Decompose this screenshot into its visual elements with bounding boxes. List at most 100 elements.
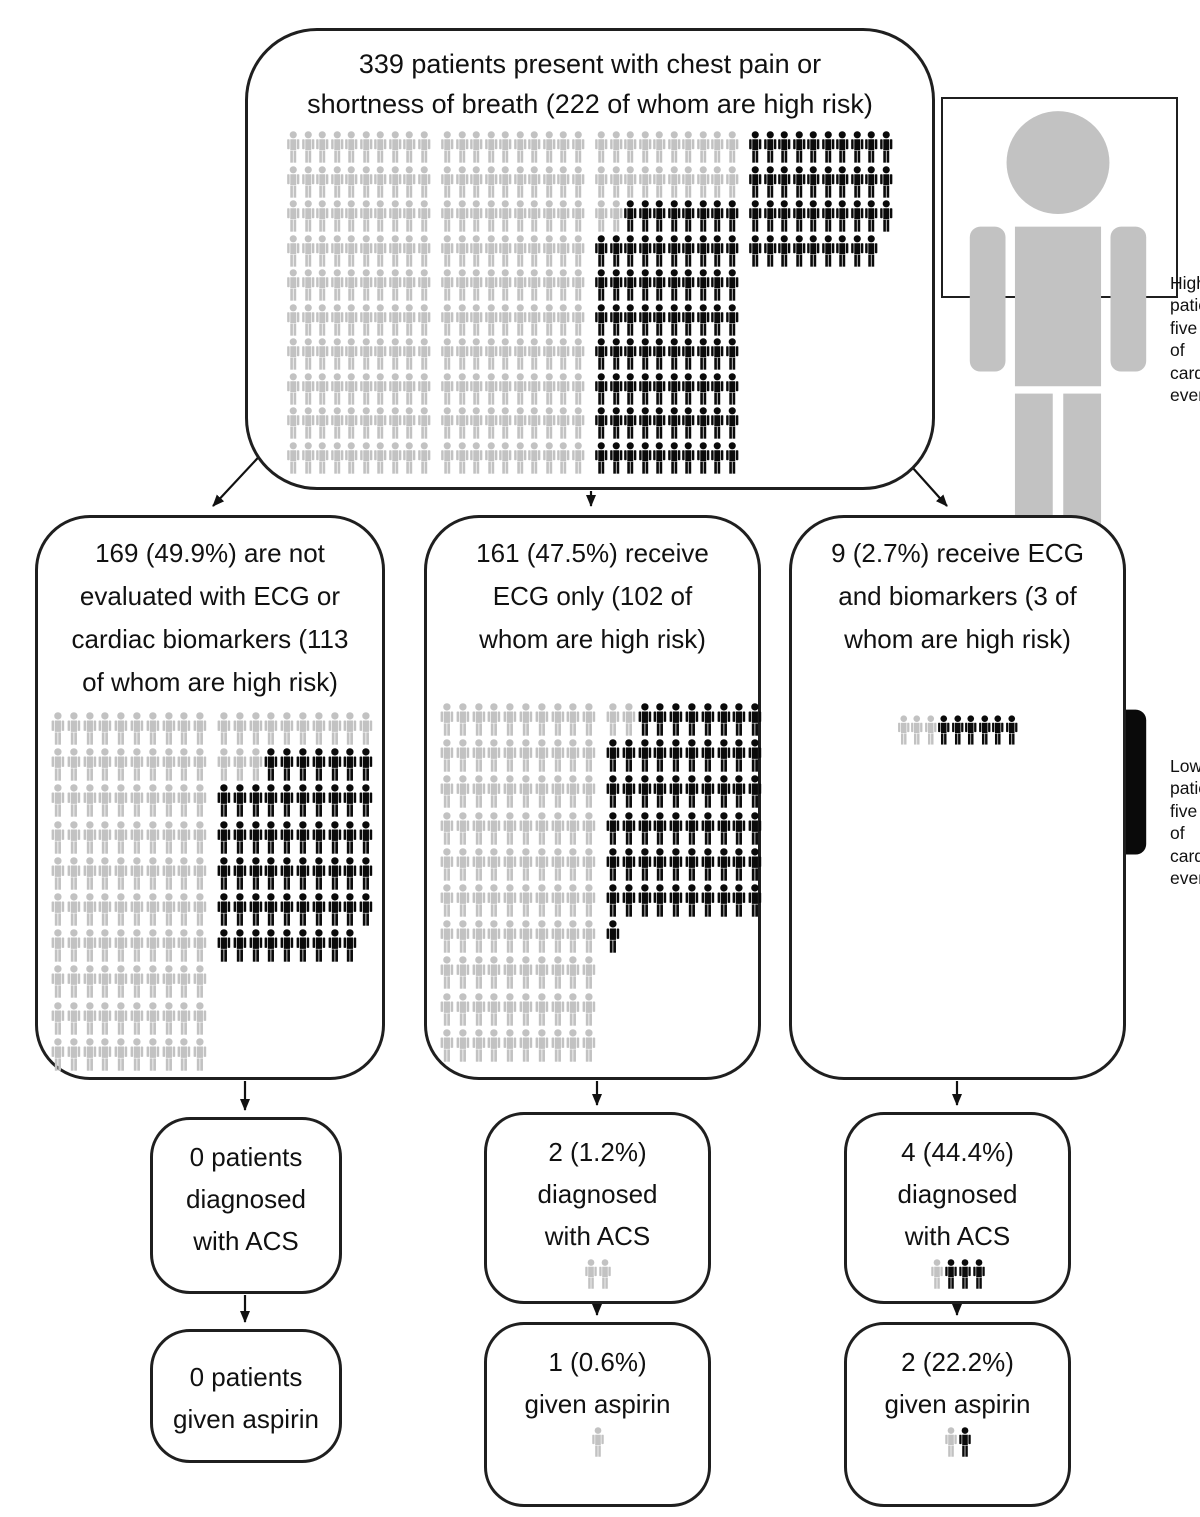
low-risk-person-icon	[623, 338, 638, 370]
high-risk-person-icon	[534, 703, 550, 736]
high-risk-person-icon	[402, 269, 417, 301]
low-risk-person-icon	[864, 200, 879, 232]
low-risk-person-icon	[263, 857, 279, 890]
branch-ecg-and-biomarkers-label: 9 (2.7%) receive ECG and biomarkers (3 o…	[831, 538, 1084, 654]
high-risk-person-icon	[373, 373, 388, 405]
high-risk-person-icon	[232, 712, 248, 745]
high-risk-person-icon	[286, 235, 301, 267]
low-risk-person-icon	[358, 857, 374, 890]
low-risk-person-icon	[696, 304, 711, 336]
legend-low-risk-label: Low risk patient (<10% five year risk of…	[1170, 755, 1200, 889]
high-risk-person-icon	[469, 166, 484, 198]
high-risk-person-icon	[565, 848, 581, 881]
low-risk-person-icon	[731, 739, 747, 772]
high-risk-person-icon	[534, 739, 550, 772]
high-risk-person-icon	[455, 338, 470, 370]
high-risk-person-icon	[581, 848, 597, 881]
branch-ecg-only: 161 (47.5%) receive ECG only (102 of who…	[424, 515, 761, 1080]
high-risk-person-icon	[550, 848, 566, 881]
low-risk-person-icon	[263, 821, 279, 854]
low-risk-person-icon	[806, 200, 821, 232]
high-risk-person-icon	[513, 373, 528, 405]
low-risk-person-icon	[652, 812, 668, 845]
low-risk-person-icon	[725, 200, 740, 232]
high-risk-person-icon	[373, 304, 388, 336]
low-risk-person-icon	[638, 407, 653, 439]
low-risk-person-icon	[232, 857, 248, 890]
high-risk-person-icon	[486, 993, 502, 1026]
low-risk-person-icon	[991, 715, 1005, 745]
low-risk-person-icon	[311, 821, 327, 854]
high-risk-person-icon	[565, 884, 581, 917]
high-risk-person-icon	[192, 1002, 208, 1035]
high-risk-person-icon	[373, 200, 388, 232]
low-risk-person-icon	[763, 166, 778, 198]
high-risk-person-icon	[542, 338, 557, 370]
low-risk-person-icon	[342, 821, 358, 854]
low-risk-person-icon	[637, 884, 653, 917]
low-risk-person-icon	[879, 131, 894, 163]
high-risk-person-icon	[571, 338, 586, 370]
high-risk-person-icon	[486, 812, 502, 845]
low-risk-person-icon	[327, 821, 343, 854]
high-risk-person-icon	[556, 373, 571, 405]
low-risk-person-icon	[667, 200, 682, 232]
high-risk-person-icon	[402, 407, 417, 439]
high-risk-person-icon	[129, 784, 145, 817]
high-risk-person-icon	[581, 775, 597, 808]
high-risk-person-icon	[373, 166, 388, 198]
high-risk-person-icon	[469, 407, 484, 439]
high-risk-person-icon	[286, 442, 301, 474]
high-risk-person-icon	[484, 338, 499, 370]
high-risk-person-icon	[518, 884, 534, 917]
low-risk-person-icon	[806, 131, 821, 163]
low-risk-person-icon	[710, 338, 725, 370]
low-risk-person-icon	[609, 269, 624, 301]
low-risk-person-icon	[731, 775, 747, 808]
low-risk-person-icon	[327, 857, 343, 890]
low-risk-person-icon	[777, 235, 792, 267]
high-risk-person-icon	[82, 748, 98, 781]
low-risk-person-icon	[747, 812, 763, 845]
low-risk-person-icon	[696, 235, 711, 267]
high-risk-person-icon	[542, 166, 557, 198]
low-risk-person-icon	[311, 893, 327, 926]
high-risk-person-icon	[471, 812, 487, 845]
low-risk-person-icon	[248, 784, 264, 817]
low-risk-person-icon	[279, 857, 295, 890]
high-risk-person-icon	[953, 108, 1163, 570]
high-risk-person-icon	[518, 739, 534, 772]
low-risk-person-icon	[248, 893, 264, 926]
low-risk-person-icon	[850, 131, 865, 163]
high-risk-person-icon	[591, 1427, 605, 1457]
low-risk-person-icon	[681, 407, 696, 439]
high-risk-person-icon	[565, 1029, 581, 1062]
low-risk-person-icon	[652, 373, 667, 405]
low-risk-person-icon	[295, 821, 311, 854]
low-risk-person-icon	[342, 748, 358, 781]
high-risk-person-icon	[571, 166, 586, 198]
high-risk-person-icon	[50, 1002, 66, 1035]
high-risk-person-icon	[113, 748, 129, 781]
high-risk-person-icon	[129, 1002, 145, 1035]
branch-ecg-and-biomarkers-pictogram	[792, 715, 1123, 746]
low-risk-person-icon	[792, 235, 807, 267]
high-risk-person-icon	[66, 1002, 82, 1035]
low-risk-person-icon	[667, 373, 682, 405]
high-risk-person-icon	[518, 812, 534, 845]
low-risk-person-icon	[821, 200, 836, 232]
high-risk-person-icon	[286, 338, 301, 370]
branch-ecg-and-biomarkers: 9 (2.7%) receive ECG and biomarkers (3 o…	[789, 515, 1126, 1080]
low-risk-person-icon	[700, 884, 716, 917]
low-risk-person-icon	[637, 848, 653, 881]
high-risk-person-icon	[50, 965, 66, 998]
high-risk-person-icon	[417, 407, 432, 439]
low-risk-person-icon	[681, 235, 696, 267]
high-risk-person-icon	[609, 131, 624, 163]
low-risk-person-icon	[279, 748, 295, 781]
low-risk-person-icon	[637, 703, 653, 736]
high-risk-person-icon	[534, 993, 550, 1026]
low-risk-person-icon	[1005, 715, 1019, 745]
high-risk-person-icon	[344, 304, 359, 336]
low-risk-person-icon	[806, 235, 821, 267]
